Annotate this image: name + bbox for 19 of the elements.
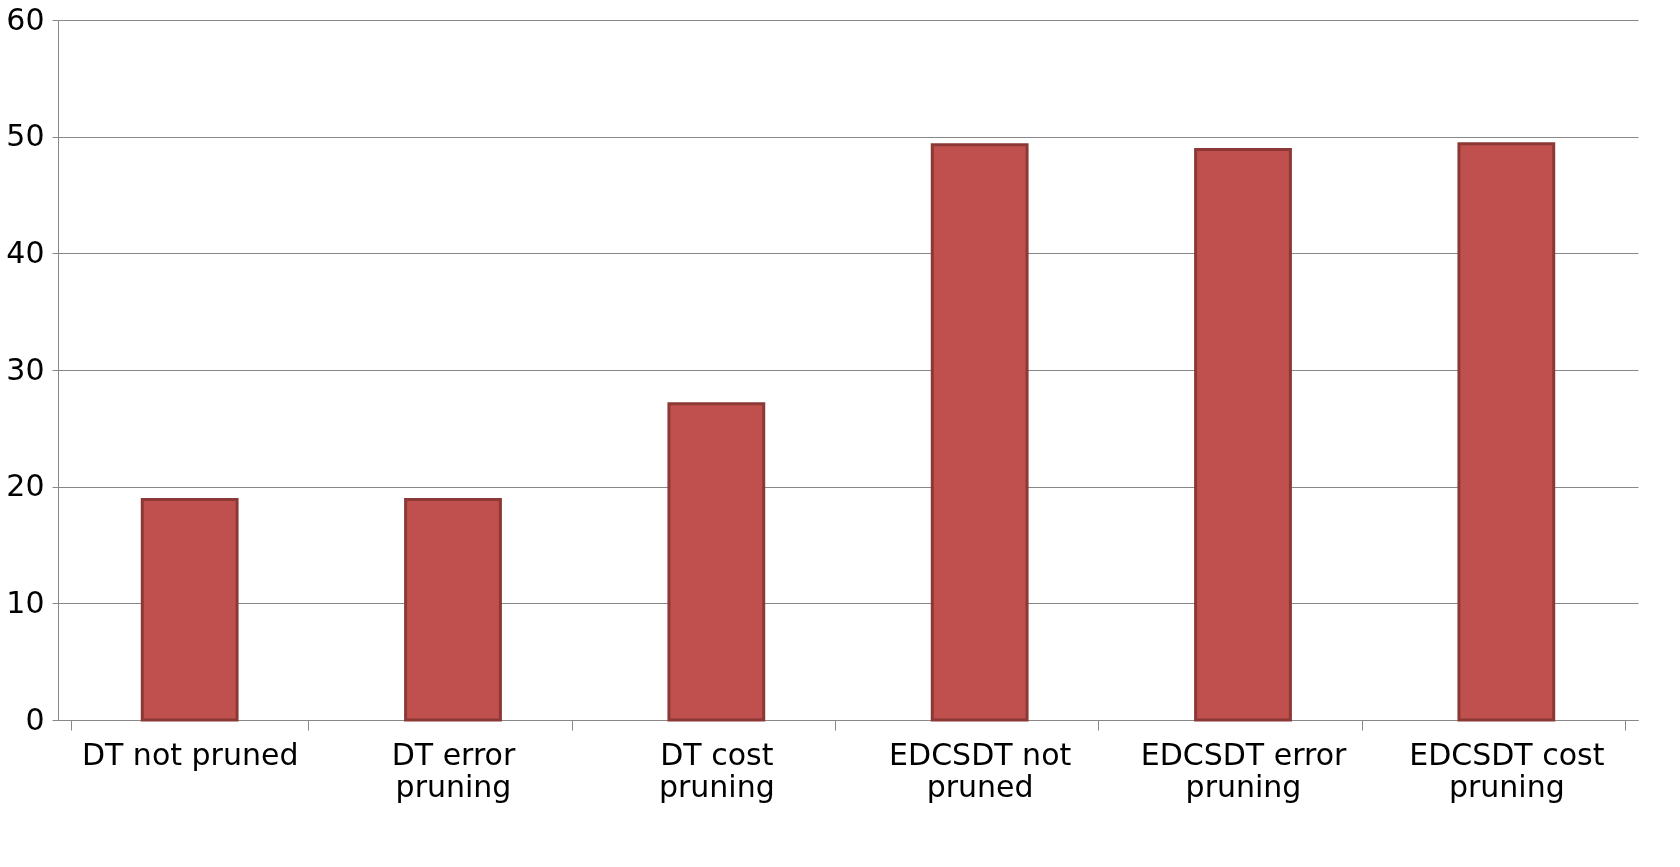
x-tick-label: DT error pruning (391, 736, 516, 804)
bar (1194, 148, 1292, 722)
y-tick-label: 60 (6, 1, 45, 37)
x-tick-label: EDCSDT cost pruning (1409, 736, 1605, 804)
x-tick-label: DT not pruned (81, 736, 299, 772)
y-tick-label: 10 (6, 584, 45, 620)
bar (667, 402, 766, 722)
y-tick-label: 20 (6, 468, 45, 504)
y-tick-label: 40 (6, 234, 45, 270)
x-tick-label: EDCSDT not pruned (889, 736, 1072, 804)
y-tick-label: 0 (25, 701, 45, 737)
bar (1457, 142, 1556, 722)
y-tick-label: 30 (6, 351, 45, 387)
x-tick-label: EDCSDT error pruning (1140, 736, 1347, 804)
bar (404, 498, 502, 722)
bar (930, 143, 1029, 722)
bar (140, 498, 239, 722)
x-tick-label: DT cost pruning (658, 736, 775, 804)
y-tick-label: 50 (6, 118, 45, 154)
